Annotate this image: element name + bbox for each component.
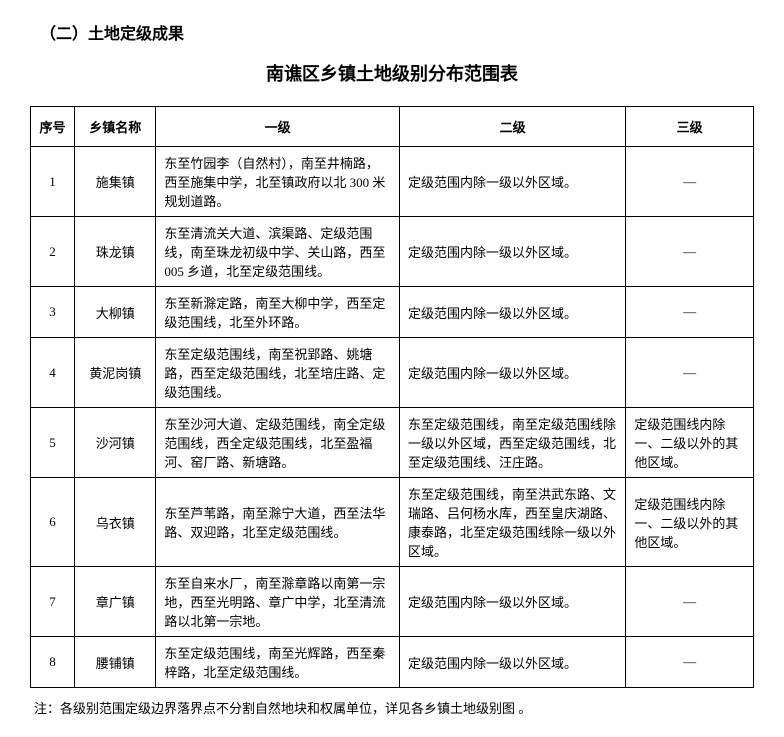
- cell-seq: 2: [31, 217, 75, 287]
- section-header: （二）土地定级成果: [40, 20, 754, 44]
- cell-level3: —: [626, 567, 754, 637]
- cell-level3: —: [626, 338, 754, 408]
- table-row: 5 沙河镇 东至沙河大道、定级范围线，南全定级范围线，西全定级范围线，北至盈福河…: [31, 408, 754, 478]
- cell-seq: 1: [31, 147, 75, 217]
- cell-level3: —: [626, 637, 754, 688]
- cell-level3: —: [626, 217, 754, 287]
- cell-seq: 4: [31, 338, 75, 408]
- cell-seq: 7: [31, 567, 75, 637]
- cell-name: 施集镇: [75, 147, 156, 217]
- cell-level1: 东至清流关大道、滨渠路、定级范围线，南至珠龙初级中学、关山路，西至 005 乡道…: [156, 217, 400, 287]
- table-row: 7 章广镇 东至自来水厂，南至滁章路以南第一宗地，西至光明路、章广中学，北至清流…: [31, 567, 754, 637]
- table-row: 6 乌衣镇 东至芦苇路，南至滁宁大道，西至法华路、双迎路，北至定级范围线。 东至…: [31, 478, 754, 567]
- cell-level1: 东至芦苇路，南至滁宁大道，西至法华路、双迎路，北至定级范围线。: [156, 478, 400, 567]
- cell-seq: 6: [31, 478, 75, 567]
- col-header-name: 乡镇名称: [75, 107, 156, 147]
- cell-level2: 定级范围内除一级以外区域。: [400, 287, 626, 338]
- cell-name: 腰铺镇: [75, 637, 156, 688]
- cell-seq: 5: [31, 408, 75, 478]
- cell-level2: 东至定级范围线，南至定级范围线除一级以外区域，西至定级范围线，北至定级范围线、汪…: [400, 408, 626, 478]
- cell-level2: 定级范围内除一级以外区域。: [400, 338, 626, 408]
- page-title: 南谯区乡镇土地级别分布范围表: [30, 60, 754, 86]
- cell-seq: 8: [31, 637, 75, 688]
- table-row: 3 大柳镇 东至新滁定路，南至大柳中学，西至定级范围线，北至外环路。 定级范围内…: [31, 287, 754, 338]
- cell-level2: 定级范围内除一级以外区域。: [400, 637, 626, 688]
- cell-name: 乌衣镇: [75, 478, 156, 567]
- cell-level1: 东至沙河大道、定级范围线，南全定级范围线，西全定级范围线，北至盈福河、窑厂路、新…: [156, 408, 400, 478]
- cell-level3: 定级范围线内除一、二级以外的其他区域。: [626, 408, 754, 478]
- col-header-level3: 三级: [626, 107, 754, 147]
- footnote: 注：各级别范围定级边界落界点不分割自然地块和权属单位，详见各乡镇土地级别图 。: [34, 698, 754, 717]
- table-row: 4 黄泥岗镇 东至定级范围线，南至祝郢路、姚塘路，西至定级范围线，北至培庄路、定…: [31, 338, 754, 408]
- cell-level2: 定级范围内除一级以外区域。: [400, 567, 626, 637]
- cell-seq: 3: [31, 287, 75, 338]
- cell-name: 珠龙镇: [75, 217, 156, 287]
- cell-level1: 东至竹园李（自然村），南至井楠路，西至施集中学，北至镇政府以北 300 米规划道…: [156, 147, 400, 217]
- cell-level1: 东至自来水厂，南至滁章路以南第一宗地，西至光明路、章广中学，北至清流路以北第一宗…: [156, 567, 400, 637]
- cell-level2: 定级范围内除一级以外区域。: [400, 217, 626, 287]
- cell-level1: 东至新滁定路，南至大柳中学，西至定级范围线，北至外环路。: [156, 287, 400, 338]
- cell-name: 章广镇: [75, 567, 156, 637]
- cell-level3: 定级范围线内除一、二级以外的其他区域。: [626, 478, 754, 567]
- cell-level3: —: [626, 147, 754, 217]
- col-header-level1: 一级: [156, 107, 400, 147]
- col-header-seq: 序号: [31, 107, 75, 147]
- cell-level1: 东至定级范围线，南至光辉路，西至秦梓路，北至定级范围线。: [156, 637, 400, 688]
- cell-level3: —: [626, 287, 754, 338]
- cell-name: 大柳镇: [75, 287, 156, 338]
- cell-level2: 定级范围内除一级以外区域。: [400, 147, 626, 217]
- table-header-row: 序号 乡镇名称 一级 二级 三级: [31, 107, 754, 147]
- col-header-level2: 二级: [400, 107, 626, 147]
- cell-level2: 东至定级范围线，南至洪武东路、文瑞路、吕何杨水库，西至皇庆湖路、康泰路，北至定级…: [400, 478, 626, 567]
- cell-name: 黄泥岗镇: [75, 338, 156, 408]
- table-row: 8 腰铺镇 东至定级范围线，南至光辉路，西至秦梓路，北至定级范围线。 定级范围内…: [31, 637, 754, 688]
- cell-level1: 东至定级范围线，南至祝郢路、姚塘路，西至定级范围线，北至培庄路、定级范围线。: [156, 338, 400, 408]
- cell-name: 沙河镇: [75, 408, 156, 478]
- table-row: 2 珠龙镇 东至清流关大道、滨渠路、定级范围线，南至珠龙初级中学、关山路，西至 …: [31, 217, 754, 287]
- table-row: 1 施集镇 东至竹园李（自然村），南至井楠路，西至施集中学，北至镇政府以北 30…: [31, 147, 754, 217]
- land-grade-table: 序号 乡镇名称 一级 二级 三级 1 施集镇 东至竹园李（自然村），南至井楠路，…: [30, 106, 754, 688]
